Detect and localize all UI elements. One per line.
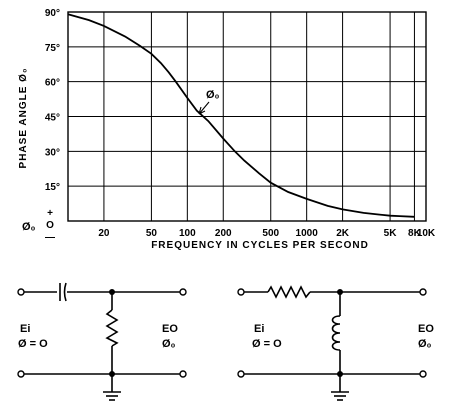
inductor-symbol [331,315,341,351]
y-tick-label: 75° [45,43,60,54]
y-tick-label: 60° [45,78,60,89]
y-zero-minus: — [45,232,55,243]
phase-angle-chart: 90° 75° 60° 45° 30° 15° 20 50 100 200 500 1000 2K 5K… [18,8,436,251]
terminal [17,288,25,296]
y-axis-title: PHASE ANGLE Ø₀ [18,68,29,169]
junction-dot [337,289,343,295]
resistor-symbol-shunt [105,309,119,347]
x-tick-label: 2K [336,228,350,239]
circuit-right: Ei Ø = O EO Ø₀ [237,285,434,401]
input-phase-label: Ø = O [252,338,282,350]
y-zero-phi: Ø₀ [22,221,36,233]
x-tick-label: 20 [98,228,110,239]
terminal [17,370,25,378]
terminal [237,370,245,378]
y-tick-label: 90° [45,8,60,19]
ground-symbol [103,391,121,401]
junction-dot [109,289,115,295]
terminal [419,370,427,378]
circuit-left: Ei Ø = O EO Ø₀ [17,282,187,401]
y-tick-label: 15° [45,182,60,193]
input-voltage-label: Ei [254,323,264,335]
terminal [179,288,187,296]
output-phase-label: Ø₀ [162,338,176,350]
junction-dot [337,371,343,377]
x-tick-label: 1000 [296,228,319,239]
x-tick-label: 50 [146,228,158,239]
y-zero-zero: O [46,220,54,231]
circuit-right-wires [244,291,420,392]
circuit-left-wires [24,291,180,392]
y-zero-plus: + [47,208,53,219]
output-voltage-label: EO [162,323,178,335]
series-line-phase [67,13,415,218]
output-voltage-label: EO [418,323,434,335]
input-voltage-label: Ei [20,323,30,335]
x-tick-label: 100 [179,228,196,239]
x-tick-label: 8K [408,228,422,239]
y-tick-label: 45° [45,113,60,124]
x-tick-label: 5K [384,228,398,239]
resistor-symbol-series [267,285,311,299]
x-axis-title: FREQUENCY IN CYCLES PER SECOND [151,240,369,251]
grid [68,11,427,221]
capacitor-symbol [59,282,67,302]
junction-dot [109,371,115,377]
input-phase-label: Ø = O [18,338,48,350]
y-tick-label: 30° [45,147,60,158]
y-zero-label: Ø₀ + O — [22,208,55,243]
x-tick-label: 10K [417,228,436,239]
series-label-arrow [198,101,210,115]
terminal [419,288,427,296]
x-tick-label: 200 [215,228,232,239]
ground-symbol [331,391,349,401]
series-label-phase: Ø₀ [206,89,220,101]
x-tick-label: 500 [262,228,279,239]
terminal [179,370,187,378]
output-phase-label: Ø₀ [418,338,432,350]
y-tick-labels: 90° 75° 60° 45° 30° 15° [45,8,60,193]
terminal [237,288,245,296]
